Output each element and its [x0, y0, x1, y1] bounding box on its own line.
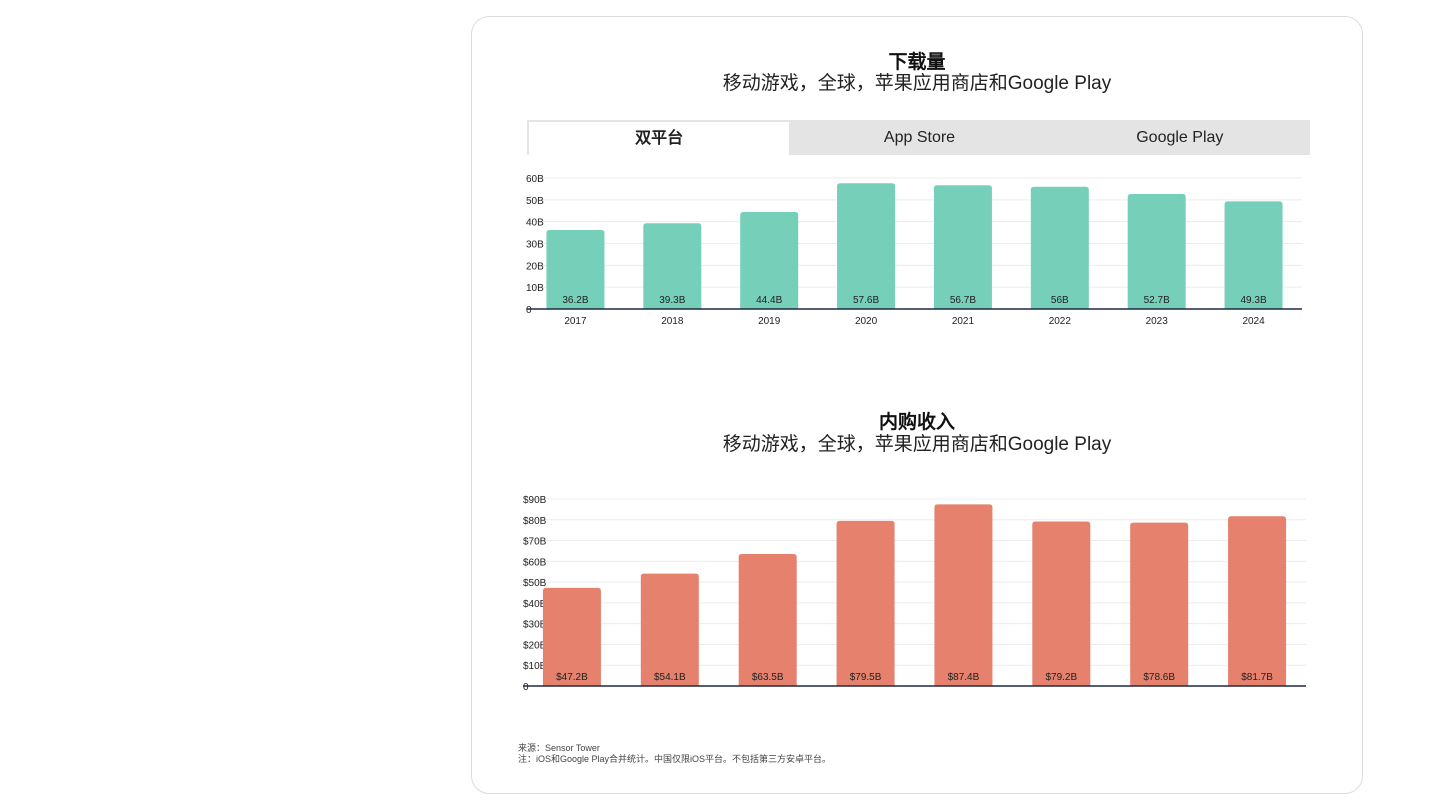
y-tick-label: 20B [526, 261, 544, 272]
y-tick-label: $10B [523, 661, 547, 672]
x-tick-label: 2019 [758, 316, 781, 327]
bar-data-label: 57.6B [853, 295, 879, 306]
bar [643, 223, 702, 309]
bar [546, 229, 605, 309]
y-tick-label: $30B [523, 620, 547, 631]
x-tick-label: 2021 [952, 316, 975, 327]
x-tick-label: 2018 [661, 316, 684, 327]
y-tick-label: $50B [523, 578, 547, 589]
platform-note: 注：iOS和Google Play合并统计。中国仅限iOS平台。不包括第三方安卓… [518, 754, 832, 764]
y-tick-label: $40B [523, 599, 547, 610]
bar-data-label: 36.2B [562, 295, 588, 306]
bar-data-label: $79.2B [1045, 672, 1077, 683]
bar [933, 185, 992, 309]
bar-data-label: 49.3B [1240, 295, 1266, 306]
y-tick-label: $70B [523, 537, 547, 548]
revenue-bar-chart: 0 $10B $20B $30B $40B $50B $60B $70B $80B $90B $47… [523, 495, 1306, 692]
bar-data-label: $87.4B [948, 672, 980, 683]
bar [1030, 186, 1089, 309]
bar [640, 573, 699, 686]
bar [1224, 201, 1283, 309]
downloads-subtitle: 移动游戏，全球，苹果应用商店和Google Play [722, 73, 1112, 94]
bar [542, 587, 601, 686]
y-tick-label: 0 [523, 682, 529, 692]
tab-google-play[interactable]: Google Play [1136, 129, 1224, 146]
revenue-subtitle: 移动游戏，全球，苹果应用商店和Google Play [722, 434, 1112, 455]
y-tick-label: 30B [526, 240, 544, 251]
y-tick-label: $80B [523, 516, 547, 527]
x-tick-label: 2023 [1146, 316, 1169, 327]
x-tick-label: 2020 [855, 316, 878, 327]
bar [738, 554, 797, 686]
bar [1228, 516, 1287, 686]
bar [1127, 193, 1186, 309]
y-tick-label: $60B [523, 557, 547, 568]
platform-tabs: 双平台 App Store Google Play [527, 120, 1310, 155]
bar [1130, 522, 1189, 686]
bar-data-label: 52.7B [1144, 295, 1170, 306]
bar-data-label: 56.7B [950, 295, 976, 306]
y-tick-label: $90B [523, 495, 547, 506]
downloads-bar-chart: 0 10B 20B 30B 40B 50B 60B 36.2B 2017 39.3B 2018 44.… [526, 174, 1302, 327]
footer-notes: 来源：Sensor Tower 注：iOS和Google Play合并统计。中国… [518, 743, 831, 765]
bar [740, 212, 799, 309]
bar-data-label: 39.3B [659, 295, 685, 306]
x-tick-label: 2017 [564, 316, 587, 327]
revenue-title: 内购收入 [878, 412, 955, 433]
chart-card: 下载量 移动游戏，全球，苹果应用商店和Google Play 双平台 App S… [471, 16, 1363, 794]
y-tick-label: 0 [526, 305, 532, 316]
bar [836, 520, 895, 686]
bar-data-label: 44.4B [756, 295, 782, 306]
bar [1032, 521, 1091, 686]
bar-data-label: $81.7B [1241, 672, 1273, 683]
bar-data-label: $54.1B [654, 672, 686, 683]
y-tick-label: 10B [526, 283, 544, 294]
source-note: 来源：Sensor Tower [518, 743, 600, 753]
bar-data-label: $47.2B [556, 672, 588, 683]
tab-app-store[interactable]: App Store [883, 129, 956, 146]
bar-data-label: $79.5B [850, 672, 882, 683]
bar [837, 183, 896, 309]
bar-data-label: $78.6B [1143, 672, 1175, 683]
y-tick-label: 60B [526, 174, 544, 185]
bar-data-label: $63.5B [752, 672, 784, 683]
x-tick-label: 2024 [1242, 316, 1265, 327]
downloads-title: 下载量 [888, 52, 946, 73]
y-tick-label: 50B [526, 196, 544, 207]
tab-both-platforms[interactable]: 双平台 [529, 122, 790, 155]
y-tick-label: 40B [526, 218, 544, 229]
bar [934, 504, 993, 686]
y-tick-label: $20B [523, 640, 547, 651]
x-tick-label: 2022 [1049, 316, 1072, 327]
bar-data-label: 56B [1051, 295, 1069, 306]
